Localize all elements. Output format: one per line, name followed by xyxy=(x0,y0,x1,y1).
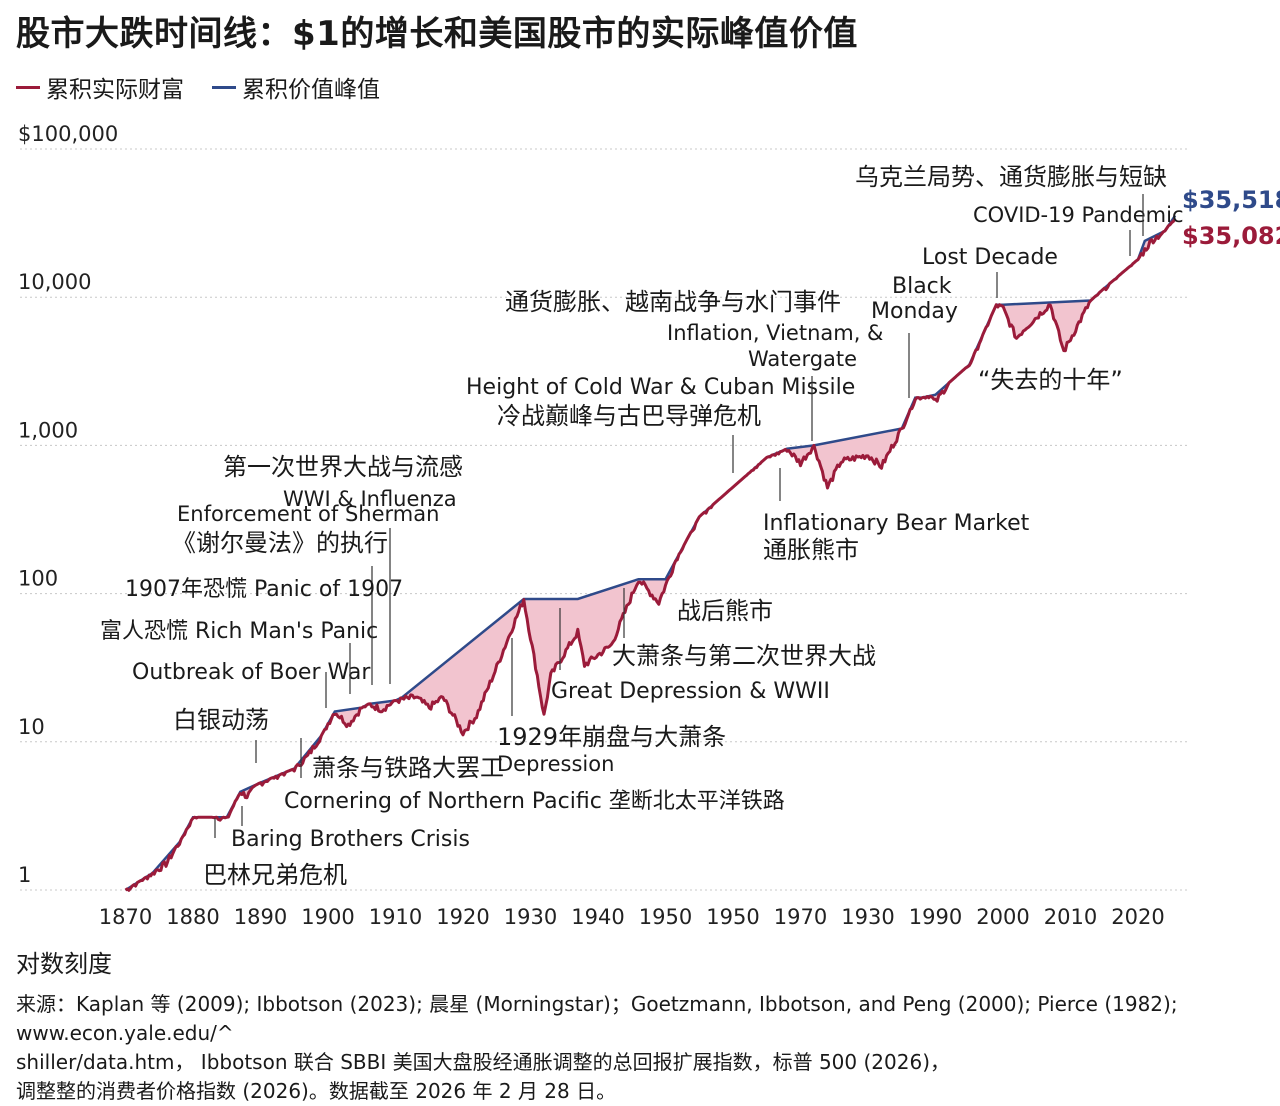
y-axis-labels: 1 10 100 1,000 10,000 $100,000 xyxy=(18,122,118,887)
annotations: 巴林兄弟危机 Baring Brothers Crisis 白银动荡萧条与铁路大罢工… xyxy=(100,163,1184,889)
annotation-label: 《谢尔曼法》的执行 xyxy=(172,529,388,557)
source-line-3: 调整整的消费者价格指数 (2026)。数据截至 2026 年 2 月 28 日。 xyxy=(16,1079,617,1103)
x-tick-label: 2000 xyxy=(976,905,1029,929)
annotation-label: 大萧条与第二次世界大战 xyxy=(612,642,876,670)
end-label-peak: $35,518 xyxy=(1182,186,1280,214)
x-tick-label: 1870 xyxy=(99,905,152,929)
annotation-label: 1907年恐慌 Panic of 1907 xyxy=(125,577,403,602)
annotation-label: COVID-19 Pandemic xyxy=(973,203,1184,227)
y-tick-label: 1,000 xyxy=(18,418,78,442)
annotation-label: “失去的十年” xyxy=(978,366,1123,394)
x-tick-label: 1930 xyxy=(504,905,557,929)
legend-swatch-wealth xyxy=(16,85,40,89)
annotation-label: 白银动荡 xyxy=(173,706,269,734)
x-tick-label: 1970 xyxy=(774,905,827,929)
annotation-label: Inflationary Bear Market xyxy=(763,511,1030,536)
legend-label-peak: 累积价值峰值 xyxy=(242,77,380,103)
annotation-label: Cornering of Northern Pacific 垄断北太平洋铁路 xyxy=(284,789,785,814)
legend-swatch-peak xyxy=(212,85,236,89)
y-tick-label: $100,000 xyxy=(18,122,118,146)
page-title: 股市大跌时间线：$1的增长和美国股市的实际峰值价值 xyxy=(16,14,858,54)
source-note: 来源：Kaplan 等 (2009); Ibbotson (2023); 晨星 … xyxy=(16,990,1266,1106)
x-tick-label: 1910 xyxy=(369,905,422,929)
x-tick-label: 2010 xyxy=(1044,905,1097,929)
annotation-label: Depression xyxy=(497,752,614,776)
annotation-label: 乌克兰局势、通货膨胀与短缺 xyxy=(855,163,1167,191)
y-tick-label: 1 xyxy=(18,863,31,887)
x-tick-label: 2020 xyxy=(1111,905,1164,929)
annotation-label: 1929年崩盘与大萧条 xyxy=(497,723,726,751)
legend-item-wealth: 累积实际财富 xyxy=(16,70,184,104)
annotation-label: Baring Brothers Crisis xyxy=(231,827,470,852)
annotation-label: 通货膨胀、越南战争与水门事件 xyxy=(505,288,841,316)
annotation-label: 富人恐慌 Rich Man's Panic xyxy=(100,619,378,644)
x-tick-label: 1880 xyxy=(166,905,219,929)
y-tick-label: 10 xyxy=(18,715,45,739)
y-tick-label: 100 xyxy=(18,567,58,591)
annotation-label: 萧条与铁路大罢工 xyxy=(312,754,504,782)
x-tick-label: 1990 xyxy=(909,905,962,929)
x-tick-label: 1900 xyxy=(301,905,354,929)
annotation-label: Black xyxy=(892,274,952,299)
annotation-label: WWI & Influenza xyxy=(283,487,457,511)
annotation-label: 巴林兄弟危机 xyxy=(203,861,347,889)
source-line-2: shiller/data.htm， Ibbotson 联合 SBBI 美国大盘股… xyxy=(16,1050,950,1074)
annotation-label: Enforcement of Sherman xyxy=(177,502,439,526)
x-tick-label: 1940 xyxy=(571,905,624,929)
annotation-label: 第一次世界大战与流感 xyxy=(223,453,463,481)
x-tick-label: 1950 xyxy=(706,905,759,929)
source-line-1: 来源：Kaplan 等 (2009); Ibbotson (2023); 晨星 … xyxy=(16,992,1178,1045)
annotation-label: Outbreak of Boer War xyxy=(132,660,371,685)
x-tick-label: 1920 xyxy=(436,905,489,929)
line-chart: 1 10 100 1,000 10,000 $100,000 1870 1880 1890 19… xyxy=(18,122,1280,929)
chart-legend: 累积实际财富 累积价值峰值 xyxy=(16,70,380,104)
annotation-label: Height of Cold War & Cuban Missile xyxy=(466,375,855,400)
x-axis-labels: 1870 1880 1890 1900 1910 1920 1930 1940 1950 1950… xyxy=(99,905,1165,929)
x-tick-label: 1930 xyxy=(841,905,894,929)
log-scale-note: 对数刻度 xyxy=(16,950,112,978)
annotation-label: 战后熊市 xyxy=(677,597,773,625)
legend-item-peak: 累积价值峰值 xyxy=(212,70,380,104)
end-label-wealth: $35,082 xyxy=(1182,222,1280,250)
annotation-label: Inflation, Vietnam, & xyxy=(667,321,883,345)
annotation-label: 通胀熊市 xyxy=(763,536,859,564)
y-tick-label: 10,000 xyxy=(18,270,91,294)
annotation-label: Lost Decade xyxy=(922,245,1058,270)
annotation-label: Great Depression & WWII xyxy=(551,679,830,704)
x-tick-label: 1950 xyxy=(639,905,692,929)
annotation-label: 冷战巅峰与古巴导弹危机 xyxy=(497,402,761,430)
annotation-label: Monday xyxy=(871,299,958,324)
annotation-label: Watergate xyxy=(748,347,857,371)
legend-label-wealth: 累积实际财富 xyxy=(46,77,184,103)
end-labels: $35,518 $35,082 xyxy=(1182,186,1280,250)
x-tick-label: 1890 xyxy=(234,905,287,929)
